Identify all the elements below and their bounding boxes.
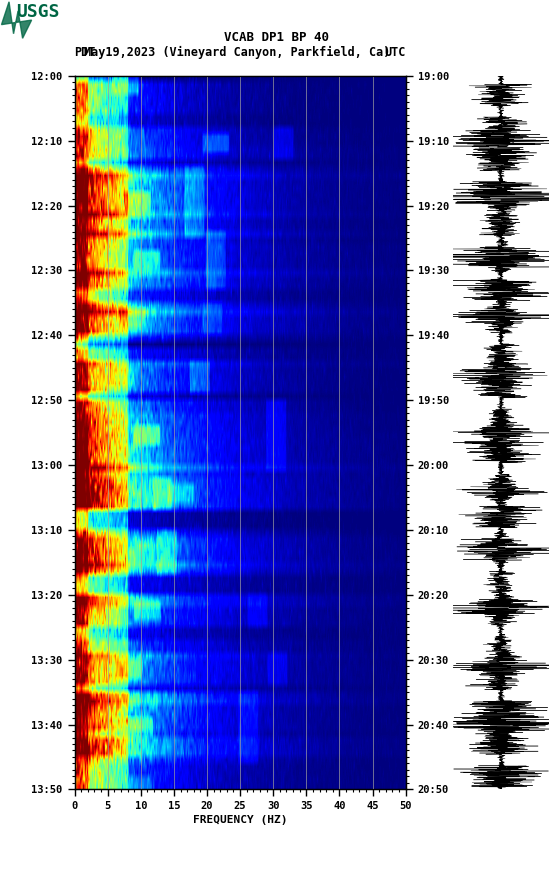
Text: USGS: USGS — [17, 3, 60, 21]
Text: May19,2023 (Vineyard Canyon, Parkfield, Ca): May19,2023 (Vineyard Canyon, Parkfield, … — [84, 46, 391, 60]
Polygon shape — [2, 2, 31, 38]
Text: VCAB DP1 BP 40: VCAB DP1 BP 40 — [224, 31, 328, 45]
Text: PDT: PDT — [75, 46, 96, 60]
X-axis label: FREQUENCY (HZ): FREQUENCY (HZ) — [193, 815, 288, 825]
Text: UTC: UTC — [384, 46, 406, 60]
